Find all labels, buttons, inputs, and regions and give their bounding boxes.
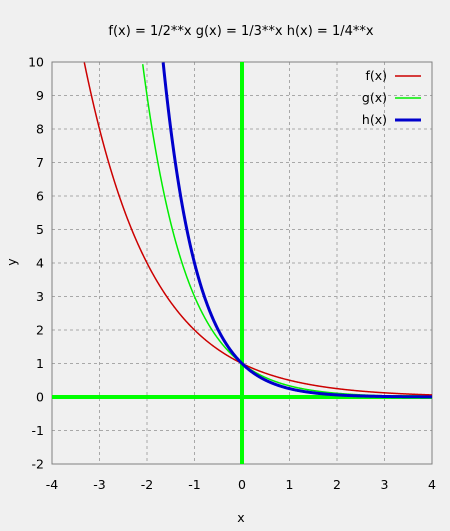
x-tick-label: -3 bbox=[93, 477, 105, 492]
x-tick-label: 4 bbox=[428, 477, 436, 492]
x-tick-label: -4 bbox=[46, 477, 59, 492]
x-tick-label: 2 bbox=[333, 477, 341, 492]
series-line-hx bbox=[161, 62, 434, 399]
x-tick-label: -2 bbox=[141, 477, 153, 492]
y-tick-label: 6 bbox=[36, 189, 44, 204]
x-tick-labels: -4 -3 -2 -1 0 1 2 3 4 bbox=[46, 477, 436, 492]
legend-label: g(x) bbox=[362, 90, 387, 105]
series-line-fx bbox=[83, 62, 433, 396]
legend-label: f(x) bbox=[365, 68, 387, 83]
x-tick-label: 3 bbox=[381, 477, 389, 492]
series-lines bbox=[83, 62, 434, 399]
y-tick-label: -1 bbox=[32, 423, 44, 438]
y-tick-label: -2 bbox=[32, 457, 44, 472]
y-tick-label: 1 bbox=[36, 356, 44, 371]
y-tick-label: 7 bbox=[36, 155, 44, 170]
x-tick-label: 0 bbox=[238, 477, 246, 492]
y-tick-label: 4 bbox=[36, 256, 44, 271]
y-tick-label: 0 bbox=[36, 390, 44, 405]
y-tick-label: 5 bbox=[36, 222, 44, 237]
legend: f(x) g(x) h(x) bbox=[362, 68, 421, 127]
x-tick-label: -1 bbox=[188, 477, 200, 492]
x-tick-label: 1 bbox=[286, 477, 294, 492]
y-tick-label: 9 bbox=[36, 88, 44, 103]
legend-label: h(x) bbox=[362, 112, 387, 127]
y-tick-label: 3 bbox=[36, 289, 44, 304]
y-tick-label: 8 bbox=[36, 122, 44, 137]
y-tick-label: 10 bbox=[28, 55, 44, 70]
y-tick-label: 2 bbox=[36, 323, 44, 338]
y-tick-labels: -2 -1 0 1 2 3 4 5 6 7 8 9 10 bbox=[28, 55, 44, 472]
x-axis-label: x bbox=[237, 510, 244, 525]
chart-title: f(x) = 1/2**x g(x) = 1/3**x h(x) = 1/4**… bbox=[108, 24, 373, 39]
y-axis-label: y bbox=[4, 258, 19, 266]
